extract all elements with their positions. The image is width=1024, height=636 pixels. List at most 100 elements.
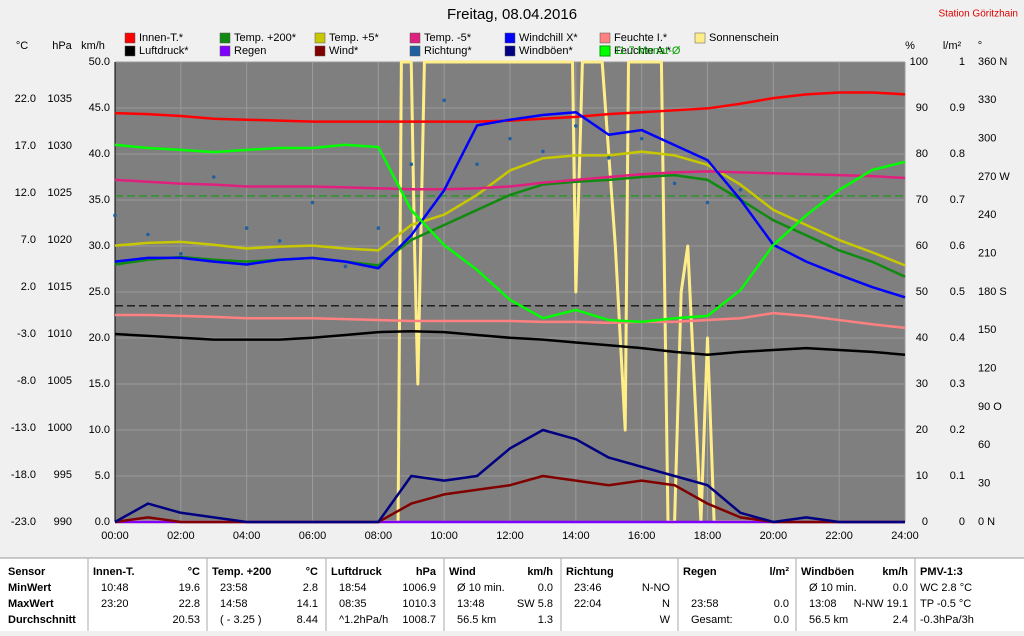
x-tick-label: 14:00 xyxy=(562,530,590,542)
legend-swatch xyxy=(124,32,136,44)
direction-dot xyxy=(376,226,381,230)
chart-title: Freitag, 08.04.2016 xyxy=(447,6,577,23)
x-tick-label: 08:00 xyxy=(365,530,393,542)
table-cell: 0.0 xyxy=(774,614,789,626)
table-cell: 1006.9 xyxy=(402,582,436,594)
x-tick-label: 20:00 xyxy=(760,530,788,542)
legend-label: Windchill X* xyxy=(519,32,578,44)
table-cell: Durchschnitt xyxy=(8,614,76,626)
y-tick-label: 10 xyxy=(916,470,928,482)
y-tick-label: 80 xyxy=(916,148,928,160)
y-tick-label: 30.0 xyxy=(89,240,110,252)
y-tick-label: 1 xyxy=(959,56,965,68)
table-cell: -0.3hPa/3h xyxy=(920,614,974,626)
table-cell: 56.5 km xyxy=(457,614,496,626)
legend-swatch xyxy=(599,45,611,57)
table-cell: Wind xyxy=(449,566,476,578)
legend-swatch xyxy=(504,32,516,44)
y-tick-label: 0.8 xyxy=(950,148,965,160)
y-tick-label: 12.0 xyxy=(15,187,36,199)
table-cell: 14:58 xyxy=(220,598,248,610)
y-tick-label: 50 xyxy=(916,286,928,298)
table-cell: 0.0 xyxy=(774,598,789,610)
table-cell: 23:46 xyxy=(574,582,602,594)
series-line xyxy=(114,170,906,191)
table-cell: 0.0 xyxy=(538,582,553,594)
y-tick-label: 240 xyxy=(978,209,996,221)
x-tick-label: 06:00 xyxy=(299,530,327,542)
direction-dot xyxy=(310,200,315,205)
table-cell: WC 2.8 °C xyxy=(920,582,972,594)
x-tick-label: 16:00 xyxy=(628,530,656,542)
y-tick-label: 1030 xyxy=(48,140,72,152)
table-cell: ^1.2hPa/h xyxy=(339,614,388,626)
x-tick-label: 00:00 xyxy=(101,530,129,542)
table-cell: 23:20 xyxy=(101,598,129,610)
y-tick-label: 25.0 xyxy=(89,286,110,298)
legend-label: Windböen* xyxy=(519,45,574,57)
table-cell: MaxWert xyxy=(8,598,54,610)
y-tick-label: 50.0 xyxy=(89,56,110,68)
direction-dot xyxy=(508,136,512,141)
table-cell: N xyxy=(662,598,670,610)
x-tick-label: 24:00 xyxy=(891,530,919,542)
x-tick-label: 02:00 xyxy=(167,530,195,542)
y-tick-label: 90 O xyxy=(978,401,1002,413)
y-tick-label: 45.0 xyxy=(89,102,110,114)
y-tick-label: 22.0 xyxy=(15,93,36,105)
table-cell: Ø 10 min. xyxy=(809,582,857,594)
table-cell: °C xyxy=(188,566,200,578)
table-cell: 10:48 xyxy=(101,582,129,594)
y-tick-label: 2.0 xyxy=(21,281,36,293)
y-tick-label: 300 xyxy=(978,133,996,145)
y-tick-label: 1025 xyxy=(48,187,72,199)
axis-title: km/h xyxy=(81,40,105,52)
table-cell: TP -0.5 °C xyxy=(920,598,971,610)
table-cell: 1010.3 xyxy=(402,598,436,610)
legend-swatch xyxy=(314,45,326,57)
legend-swatch xyxy=(599,32,611,44)
y-tick-label: 1015 xyxy=(48,281,72,293)
y-tick-label: 210 xyxy=(978,248,996,260)
table-cell: PMV-1:3 xyxy=(920,566,963,578)
table-cell: Gesamt: xyxy=(691,614,733,626)
y-tick-label: 15.0 xyxy=(89,378,110,390)
y-tick-label: 90 xyxy=(916,102,928,114)
table-cell: Temp. +200 xyxy=(212,566,271,578)
direction-dot xyxy=(606,156,611,160)
table-cell: 22.8 xyxy=(179,598,200,610)
y-tick-label: 17.0 xyxy=(15,140,36,152)
table-cell: 22:04 xyxy=(574,598,602,610)
y-tick-label: 360 N xyxy=(978,56,1007,68)
legend-label: Regen xyxy=(234,45,266,57)
direction-dot xyxy=(475,162,479,167)
direction-dot xyxy=(113,213,117,218)
station: Station Göritzhain xyxy=(939,9,1019,20)
x-tick-label: 10:00 xyxy=(430,530,458,542)
series-line xyxy=(114,150,906,267)
y-tick-label: 30 xyxy=(978,478,990,490)
y-tick-label: 40.0 xyxy=(89,148,110,160)
axis-title: hPa xyxy=(52,40,72,52)
legend-label: Temp. +200* xyxy=(234,32,297,44)
y-tick-label: 0.5 xyxy=(950,286,965,298)
table-cell: °C xyxy=(306,566,318,578)
legend-label: Temp. -5* xyxy=(424,32,472,44)
y-tick-label: -13.0 xyxy=(11,422,36,434)
table-cell: SW 5.8 xyxy=(517,598,553,610)
direction-dot xyxy=(541,149,545,154)
y-tick-label: 0 N xyxy=(978,516,995,528)
axis-title: °C xyxy=(16,40,28,52)
y-tick-label: 0.9 xyxy=(950,102,965,114)
series-line xyxy=(114,143,906,324)
y-tick-label: 120 xyxy=(978,363,996,375)
legend-swatch xyxy=(409,32,421,44)
series-line xyxy=(114,428,905,524)
y-tick-label: 0.3 xyxy=(950,378,965,390)
legend-label: Luftdruck* xyxy=(139,45,189,57)
y-tick-label: 20 xyxy=(916,424,928,436)
y-tick-label: 1035 xyxy=(48,93,72,105)
y-tick-label: 0.2 xyxy=(950,424,965,436)
direction-dot xyxy=(574,124,578,128)
table-cell: 23:58 xyxy=(220,582,248,594)
